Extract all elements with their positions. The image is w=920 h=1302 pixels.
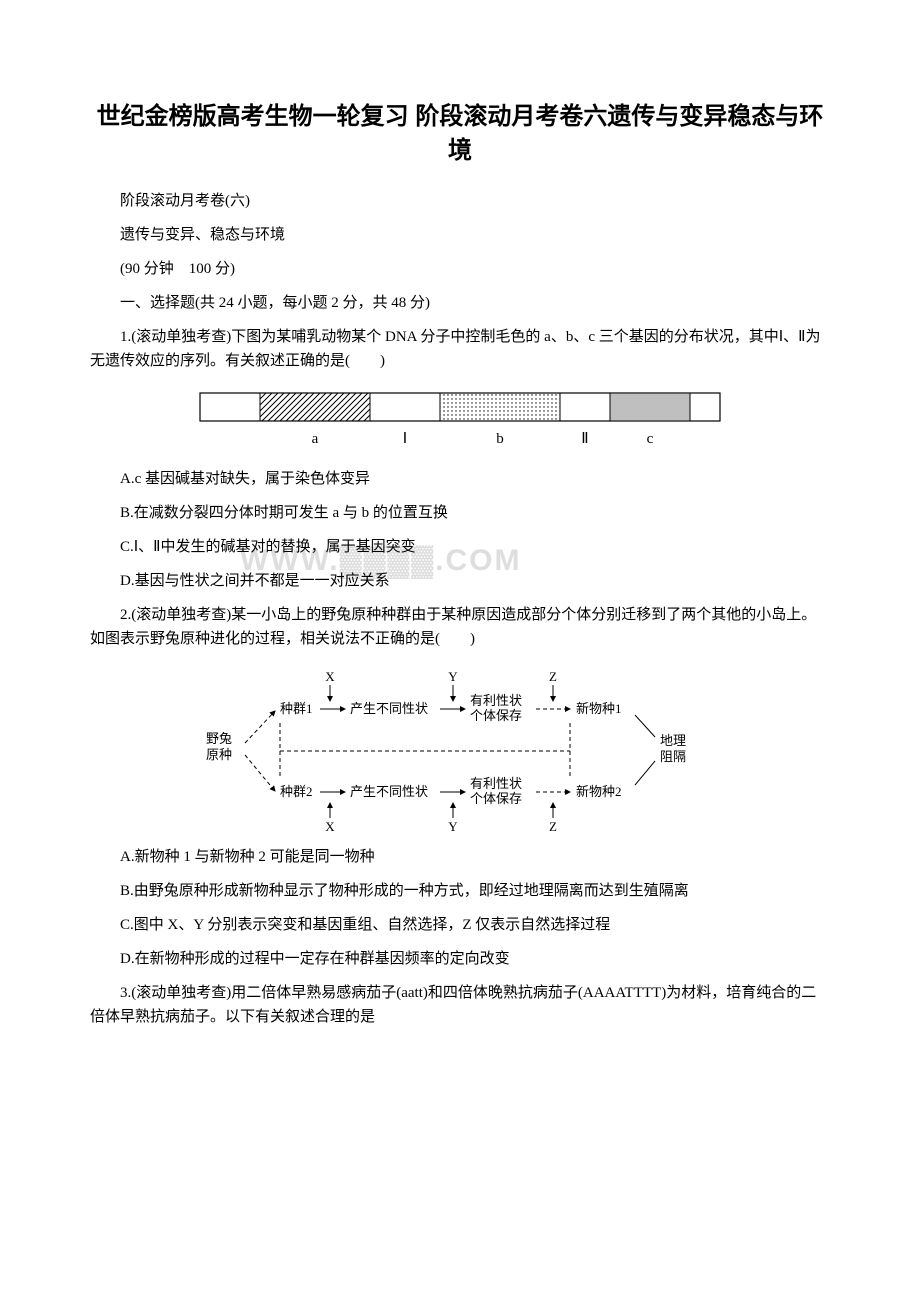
fig2-favor-1: 有利性状 个体保存 bbox=[470, 693, 525, 723]
fig1-label-II: Ⅱ bbox=[581, 431, 588, 447]
q1-stem: 1.(滚动单独考查)下图为某哺乳动物某个 DNA 分子中控制毛色的 a、b、c … bbox=[90, 325, 830, 373]
fig1-label-b: b bbox=[496, 431, 504, 447]
figure-1: a Ⅰ b Ⅱ c bbox=[190, 385, 730, 455]
fig2-trait-2: 产生不同性状 bbox=[350, 784, 428, 799]
q2-option-c: C.图中 X、Y 分别表示突变和基因重组、自然选择，Z 仅表示自然选择过程 bbox=[90, 913, 830, 937]
q3-stem: 3.(滚动单独考查)用二倍体早熟易感病茄子(aatt)和四倍体晚熟抗病茄子(AA… bbox=[90, 981, 830, 1029]
fig2-pop2: 种群2 bbox=[280, 784, 313, 799]
fig2-X-top: X bbox=[325, 669, 335, 684]
header-line-2: 遗传与变异、稳态与环境 bbox=[90, 223, 830, 247]
fig2-favor-2: 有利性状 个体保存 bbox=[470, 776, 525, 806]
fig2-Z-top: Z bbox=[549, 669, 557, 684]
fig2-Z-bot: Z bbox=[549, 819, 557, 833]
q1-option-b: B.在减数分裂四分体时期可发生 a 与 b 的位置互换 bbox=[90, 501, 830, 525]
fig1-label-I: Ⅰ bbox=[403, 431, 407, 447]
fig2-pop1: 种群1 bbox=[280, 701, 313, 716]
fig2-Y-top: Y bbox=[448, 669, 458, 684]
section-heading: 一、选择题(共 24 小题，每小题 2 分，共 48 分) bbox=[90, 291, 830, 315]
q1-option-d: D.基因与性状之间并不都是一一对应关系 bbox=[90, 569, 830, 593]
q2-stem: 2.(滚动单独考查)某一小岛上的野兔原种种群由于某种原因造成部分个体分别迁移到了… bbox=[90, 603, 830, 651]
fig2-origin: 野兔 原种 bbox=[206, 731, 235, 762]
q1-option-c: C.Ⅰ、Ⅱ中发生的碱基对的替换，属于基因突变 bbox=[90, 535, 830, 559]
q2-option-b: B.由野兔原种形成新物种显示了物种形成的一种方式，即经过地理隔离而达到生殖隔离 bbox=[90, 879, 830, 903]
q1-option-a: A.c 基因碱基对缺失，属于染色体变异 bbox=[90, 467, 830, 491]
fig2-X-bot: X bbox=[325, 819, 335, 833]
doc-title: 世纪金榜版高考生物一轮复习 阶段滚动月考卷六遗传与变异稳态与环境 bbox=[90, 100, 830, 167]
fig1-label-c: c bbox=[647, 431, 654, 447]
fig2-trait-1: 产生不同性状 bbox=[350, 701, 428, 716]
figure-2: 野兔 原种 种群1 产生不同性状 有利性状 个体保存 新物种1 种群2 产生不同… bbox=[200, 663, 720, 833]
fig2-new2: 新物种2 bbox=[576, 784, 622, 799]
fig1-label-a: a bbox=[312, 431, 319, 447]
fig2-new1: 新物种1 bbox=[576, 701, 622, 716]
header-line-1: 阶段滚动月考卷(六) bbox=[90, 189, 830, 213]
timing-line: (90 分钟 100 分) bbox=[90, 257, 830, 281]
fig2-Y-bot: Y bbox=[448, 819, 458, 833]
q2-option-d: D.在新物种形成的过程中一定存在种群基因频率的定向改变 bbox=[90, 947, 830, 971]
q2-option-a: A.新物种 1 与新物种 2 可能是同一物种 bbox=[90, 845, 830, 869]
fig2-geo: 地理 阻隔 bbox=[660, 733, 689, 764]
